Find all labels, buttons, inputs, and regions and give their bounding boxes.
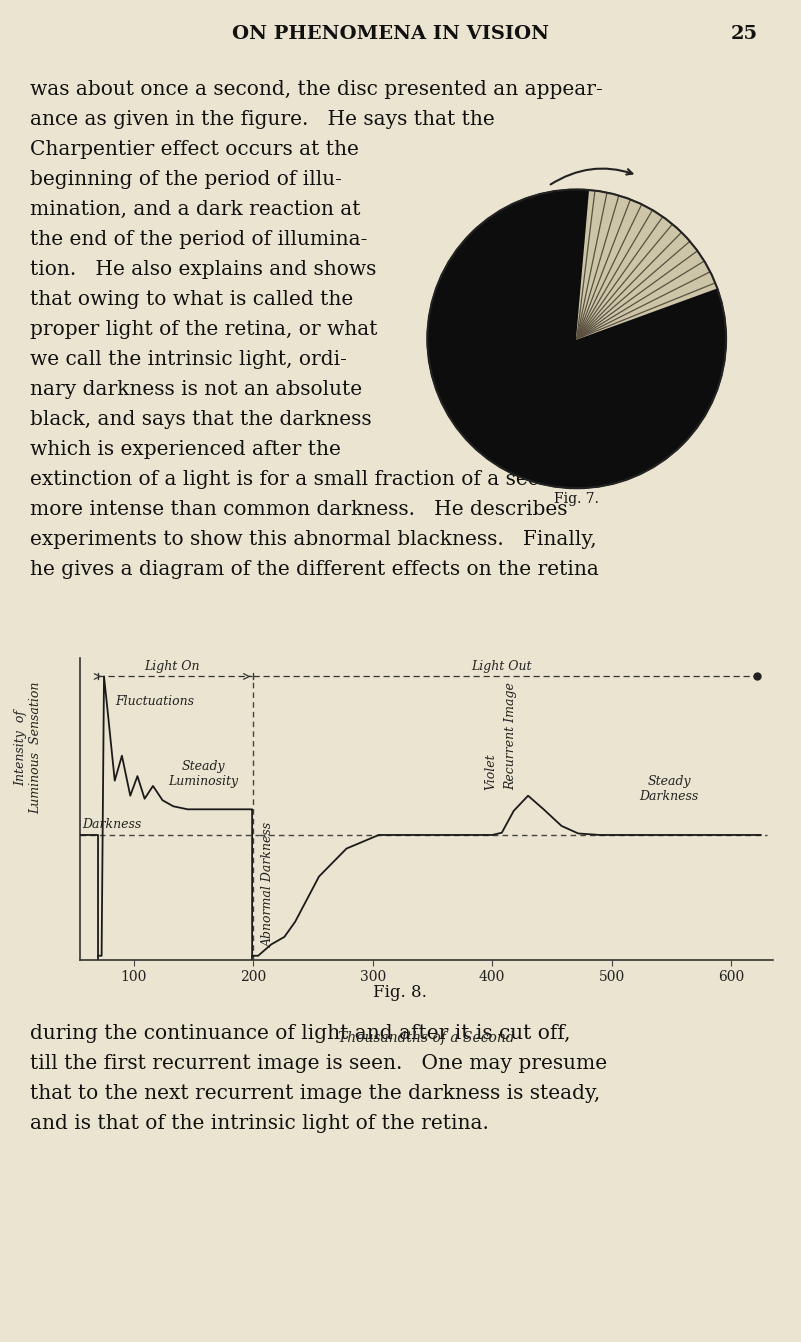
- Text: proper light of the retina, or what: proper light of the retina, or what: [30, 319, 377, 340]
- Text: till the first recurrent image is seen.   One may presume: till the first recurrent image is seen. …: [30, 1053, 607, 1074]
- Text: experiments to show this abnormal blackness.   Finally,: experiments to show this abnormal blackn…: [30, 530, 597, 549]
- Text: mination, and a dark reaction at: mination, and a dark reaction at: [30, 200, 360, 219]
- Text: Violet: Violet: [484, 753, 497, 789]
- Text: Fig. 7.: Fig. 7.: [554, 493, 599, 506]
- Text: beginning of the period of illu-: beginning of the period of illu-: [30, 170, 342, 189]
- Text: Darkness: Darkness: [83, 819, 142, 831]
- Text: was about once a second, the disc presented an appear-: was about once a second, the disc presen…: [30, 81, 602, 99]
- Circle shape: [428, 189, 726, 488]
- Text: Thousandths of a Second: Thousandths of a Second: [338, 1031, 515, 1045]
- Text: that to the next recurrent image the darkness is steady,: that to the next recurrent image the dar…: [30, 1084, 600, 1103]
- Text: more intense than common darkness.   He describes: more intense than common darkness. He de…: [30, 501, 567, 519]
- Text: Light Out: Light Out: [472, 660, 532, 674]
- Text: we call the intrinsic light, ordi-: we call the intrinsic light, ordi-: [30, 350, 347, 369]
- Text: ance as given in the figure.   He says that the: ance as given in the figure. He says tha…: [30, 110, 495, 129]
- Text: Abnormal Darkness: Abnormal Darkness: [262, 821, 275, 946]
- Text: nary darkness is not an absolute: nary darkness is not an absolute: [30, 380, 362, 399]
- Text: that owing to what is called the: that owing to what is called the: [30, 290, 353, 309]
- Text: black, and says that the darkness: black, and says that the darkness: [30, 411, 372, 429]
- Text: Steady
Luminosity: Steady Luminosity: [168, 760, 238, 788]
- Text: during the continuance of light and after it is cut off,: during the continuance of light and afte…: [30, 1024, 570, 1043]
- Text: Fig. 8.: Fig. 8.: [373, 984, 427, 1001]
- Text: Recurrent Image: Recurrent Image: [504, 682, 517, 789]
- Text: Fluctuations: Fluctuations: [115, 695, 194, 709]
- Text: Intensity  of
Luminous  Sensation: Intensity of Luminous Sensation: [14, 682, 42, 815]
- Text: Steady
Darkness: Steady Darkness: [639, 776, 698, 804]
- Text: and is that of the intrinsic light of the retina.: and is that of the intrinsic light of th…: [30, 1114, 489, 1133]
- Text: Charpentier effect occurs at the: Charpentier effect occurs at the: [30, 140, 359, 158]
- Text: 25: 25: [731, 25, 758, 43]
- Text: ON PHENOMENA IN VISION: ON PHENOMENA IN VISION: [231, 25, 549, 43]
- Text: which is experienced after the: which is experienced after the: [30, 440, 341, 459]
- Text: the end of the period of illumina-: the end of the period of illumina-: [30, 229, 368, 250]
- Text: tion.   He also explains and shows: tion. He also explains and shows: [30, 260, 376, 279]
- Wedge shape: [577, 191, 717, 340]
- Text: he gives a diagram of the different effects on the retina: he gives a diagram of the different effe…: [30, 560, 599, 578]
- Text: extinction of a light is for a small fraction of a second: extinction of a light is for a small fra…: [30, 470, 577, 488]
- Text: Light On: Light On: [144, 660, 199, 674]
